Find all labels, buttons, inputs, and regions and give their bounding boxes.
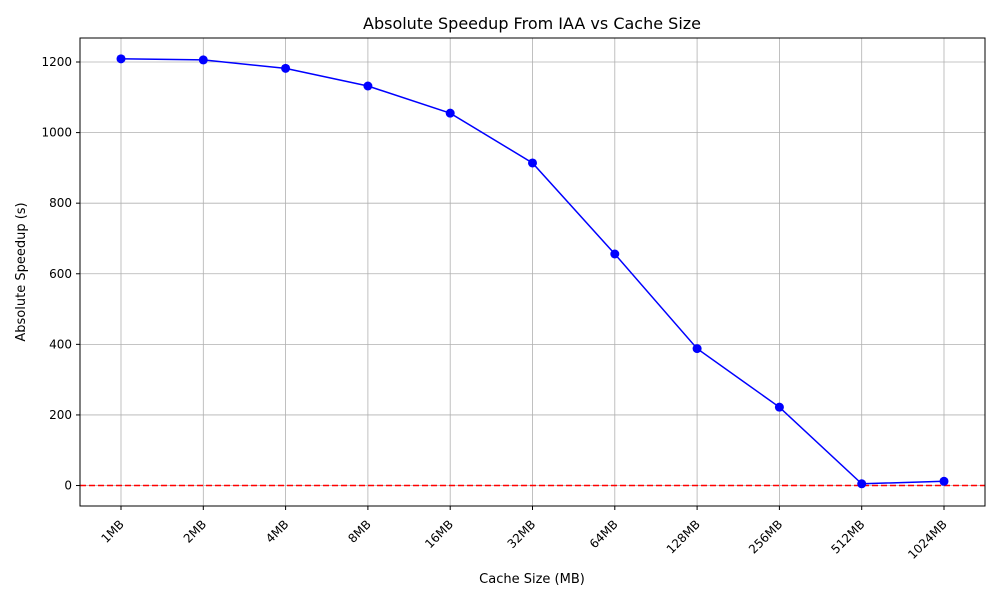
data-point [939,476,949,486]
x-axis-label: Cache Size (MB) [479,572,585,587]
y-tick-label: 800 [49,196,72,210]
y-tick-label: 600 [49,267,72,281]
data-point [363,81,373,91]
y-tick-label: 1200 [41,55,72,69]
y-tick-label: 200 [49,408,72,422]
x-tick-label: 256MB [746,517,785,556]
x-tick-label: 8MB [345,517,373,545]
y-tick-label: 400 [49,337,72,351]
x-tick-label: 2MB [181,517,209,545]
data-point [198,55,208,65]
x-tick-label: 32MB [505,517,539,551]
data-point [774,402,784,412]
y-axis-ticks: 0 200 400 600 800 1000 1200 [41,55,80,493]
y-tick-label: 0 [64,479,72,493]
data-point [445,108,455,118]
data-point [692,344,702,354]
y-tick-label: 1000 [41,126,72,140]
x-axis-ticks: 1MB 2MB 4MB 8MB 16MB 32MB 64MB 128MB 256MB 512MB 1… [98,506,950,562]
x-tick-label: 128MB [664,517,703,556]
chart-title: Absolute Speedup From IAA vs Cache Size [363,14,701,33]
data-point [281,63,291,73]
x-tick-label: 1024MB [905,517,950,562]
x-tick-label: 64MB [587,517,621,551]
x-tick-label: 16MB [422,517,456,551]
x-tick-label: 512MB [828,517,867,556]
data-point [116,54,126,64]
data-point [528,158,537,168]
y-axis-label: Absolute Speedup (s) [14,202,29,341]
series [116,54,949,489]
x-tick-label: 4MB [263,517,291,545]
data-point [610,249,620,259]
data-point [857,479,867,489]
x-tick-label: 1MB [98,517,126,545]
grid [80,38,985,506]
